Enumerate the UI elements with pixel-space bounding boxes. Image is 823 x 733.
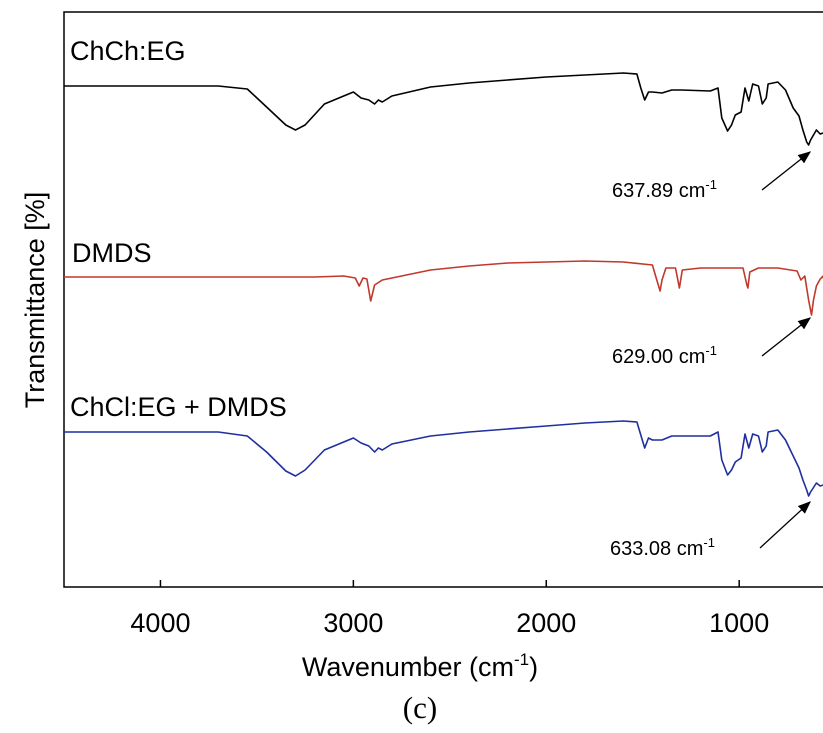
x-tick-label: 2000: [516, 608, 576, 638]
y-axis-label: Transmittance [%]: [20, 192, 50, 409]
peak-arrow-1: [761, 317, 812, 357]
x-axis-label-tail: ): [529, 652, 538, 682]
peak-arrow-0: [761, 151, 812, 191]
series-layer: [64, 72, 823, 497]
series-label-chcl-eg-dmds: ChCl:EG + DMDS: [70, 392, 287, 422]
x-axis-label-sup: -1: [514, 650, 529, 669]
x-tick-label: 3000: [323, 608, 383, 638]
plot-frame: [63, 11, 823, 588]
x-tick-label: 4000: [130, 608, 190, 638]
x-axis-label: Wavenumber (cm-1): [302, 650, 538, 682]
peak-annotation-2: 633.08 cm-1: [610, 535, 715, 560]
series-label-dmds: DMDS: [72, 238, 152, 268]
panel-label: (c): [403, 690, 437, 725]
peak-annotation-0: 637.89 cm-1: [612, 177, 717, 202]
series-line-1: [64, 260, 823, 316]
x-tick-layer: 4000 3000 2000 1000: [130, 580, 769, 638]
x-axis-label-main: Wavenumber (cm: [302, 652, 514, 682]
peak-annotation-1: 629.00 cm-1: [612, 343, 717, 368]
annotation-layer: 637.89 cm-1 629.00 cm-1 633.08 cm-1: [610, 151, 812, 560]
peak-arrow-2: [759, 501, 811, 549]
series-line-2: [64, 420, 823, 497]
series-label-chch-eg: ChCh:EG: [70, 36, 186, 66]
x-tick-label: 1000: [709, 608, 769, 638]
series-line-0: [64, 72, 823, 146]
